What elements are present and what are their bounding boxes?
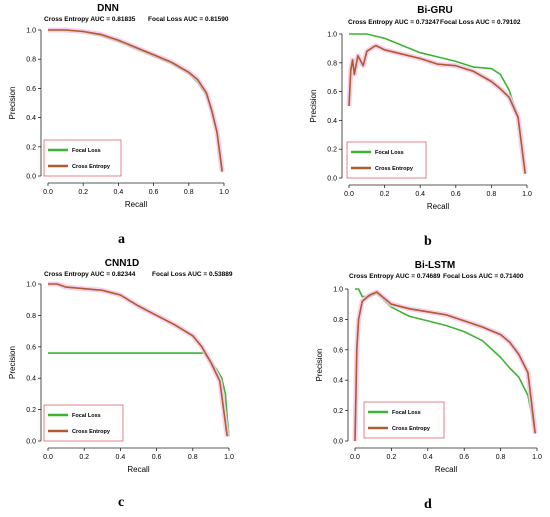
legend-label: Cross Entropy: [392, 426, 431, 432]
legend-label: Cross Entropy: [72, 164, 111, 170]
y-tick-label: 0.4: [26, 376, 36, 383]
legend-label: Cross Entropy: [375, 166, 414, 172]
x-tick-label: 0.8: [496, 454, 506, 461]
x-tick-label: 0.8: [184, 189, 194, 196]
legend-label: Focal Loss: [392, 410, 421, 416]
y-tick-label: 0.6: [26, 344, 36, 351]
x-tick-label: 1.0: [532, 454, 542, 461]
panel-letter-c: c: [118, 495, 125, 510]
x-tick-label: 0.6: [459, 454, 469, 461]
y-axis-label: Precision: [309, 90, 318, 123]
y-axis-label: Precision: [8, 87, 17, 120]
auc-annotation-cross-entropy: Cross Entropy AUC = 0.81835: [44, 16, 136, 23]
legend-label: Cross Entropy: [72, 429, 111, 435]
y-tick-label: 0.2: [327, 147, 337, 154]
y-tick-label: 0.2: [333, 408, 343, 415]
y-tick-label: 1.0: [333, 287, 343, 294]
x-tick-label: 0.8: [188, 454, 198, 461]
legend: Focal Loss Cross Entropy: [43, 404, 124, 442]
panel-letter-a: a: [118, 232, 125, 247]
auc-annotation-cross-entropy: Cross Entropy AUC = 0.73247: [348, 19, 440, 26]
series-line-cross-entropy: [354, 291, 536, 442]
y-tick-label: 0.8: [26, 313, 36, 320]
y-tick-label: 1.0: [26, 28, 36, 35]
y-tick-label: 0.0: [327, 176, 337, 183]
legend-label: Focal Loss: [72, 413, 101, 419]
series-line-focal-loss: [349, 33, 526, 174]
y-tick-label: 0.0: [26, 439, 36, 446]
x-tick-label: 0.4: [116, 454, 126, 461]
y-tick-label: 0.4: [333, 378, 343, 385]
chart-title: Bi-LSTM: [415, 260, 456, 271]
x-axis-label: Recall: [125, 200, 147, 209]
x-tick-label: 0.4: [415, 191, 425, 198]
x-tick-label: 0.6: [152, 454, 162, 461]
legend-box: [363, 401, 445, 439]
y-tick-label: 0.2: [26, 407, 36, 414]
legend-label: Focal Loss: [375, 150, 404, 156]
y-tick-label: 1.0: [26, 282, 36, 289]
x-axis-label: Recall: [435, 465, 457, 474]
legend: Focal Loss Cross Entropy: [43, 139, 122, 177]
x-tick-label: 1.0: [522, 191, 532, 198]
y-tick-label: 0.8: [333, 317, 343, 324]
chart-title: Bi-GRU: [417, 5, 453, 16]
x-tick-label: 0.6: [149, 189, 159, 196]
auc-annotation-cross-entropy: Cross Entropy AUC = 0.74689: [349, 273, 441, 280]
x-axis-label: Recall: [127, 465, 149, 474]
y-axis-label: Precision: [8, 346, 17, 379]
auc-annotation-focal-loss: Focal Loss AUC = 0.79102: [440, 19, 521, 26]
x-tick-label: 1.0: [224, 454, 234, 461]
x-tick-label: 0.2: [78, 189, 88, 196]
auc-annotation-focal-loss: Focal Loss AUC = 0.81590: [148, 16, 229, 23]
legend-box: [43, 139, 122, 177]
legend: Focal Loss Cross Entropy: [363, 401, 445, 439]
x-tick-label: 0.0: [350, 454, 360, 461]
x-tick-label: 0.4: [423, 454, 433, 461]
series-line-cross-entropy: [348, 44, 526, 174]
legend-label: Focal Loss: [72, 148, 101, 154]
x-tick-label: 1.0: [219, 189, 229, 196]
x-tick-label: 0.4: [114, 189, 124, 196]
x-tick-label: 0.2: [79, 454, 89, 461]
x-tick-label: 0.0: [43, 454, 53, 461]
y-tick-label: 0.8: [26, 57, 36, 64]
auc-annotation-focal-loss: Focal Loss AUC = 0.71400: [443, 273, 524, 280]
x-tick-label: 0.8: [487, 191, 497, 198]
x-tick-label: 0.2: [387, 454, 397, 461]
x-tick-label: 0.0: [344, 191, 354, 198]
y-tick-label: 0.6: [333, 347, 343, 354]
y-tick-label: 1.0: [327, 32, 337, 39]
series-line-cross-entropy: [48, 283, 228, 437]
y-tick-label: 0.6: [26, 86, 36, 93]
legend: Focal Loss Cross Entropy: [346, 141, 427, 179]
x-tick-label: 0.6: [451, 191, 461, 198]
chart-title: CNN1D: [105, 258, 139, 269]
y-tick-label: 0.2: [26, 144, 36, 151]
y-tick-label: 0.4: [26, 115, 36, 122]
y-tick-label: 0.0: [333, 439, 343, 446]
y-tick-label: 0.8: [327, 60, 337, 67]
panel-letter-b: b: [424, 234, 432, 249]
chart-panel-1: DNN Cross Entropy AUC = 0.81835 Focal Loss…: [8, 3, 229, 209]
chart-panel-3: CNN1D Cross Entropy AUC = 0.82344 Focal Lo…: [8, 258, 234, 474]
x-tick-label: 0.0: [43, 189, 53, 196]
legend-box: [43, 404, 124, 442]
series-line-cross-entropy: [48, 29, 223, 172]
y-axis-label: Precision: [315, 349, 324, 382]
y-tick-label: 0.4: [327, 118, 337, 125]
y-tick-label: 0.0: [26, 174, 36, 181]
legend-box: [346, 141, 427, 179]
chart-title: DNN: [97, 3, 119, 14]
auc-annotation-cross-entropy: Cross Entropy AUC = 0.82344: [44, 271, 136, 278]
y-tick-label: 0.6: [327, 89, 337, 96]
auc-annotation-focal-loss: Focal Loss AUC = 0.53889: [152, 271, 233, 278]
panel-letter-d: d: [424, 497, 432, 512]
x-tick-label: 0.2: [380, 191, 390, 198]
x-axis-label: Recall: [427, 202, 449, 211]
